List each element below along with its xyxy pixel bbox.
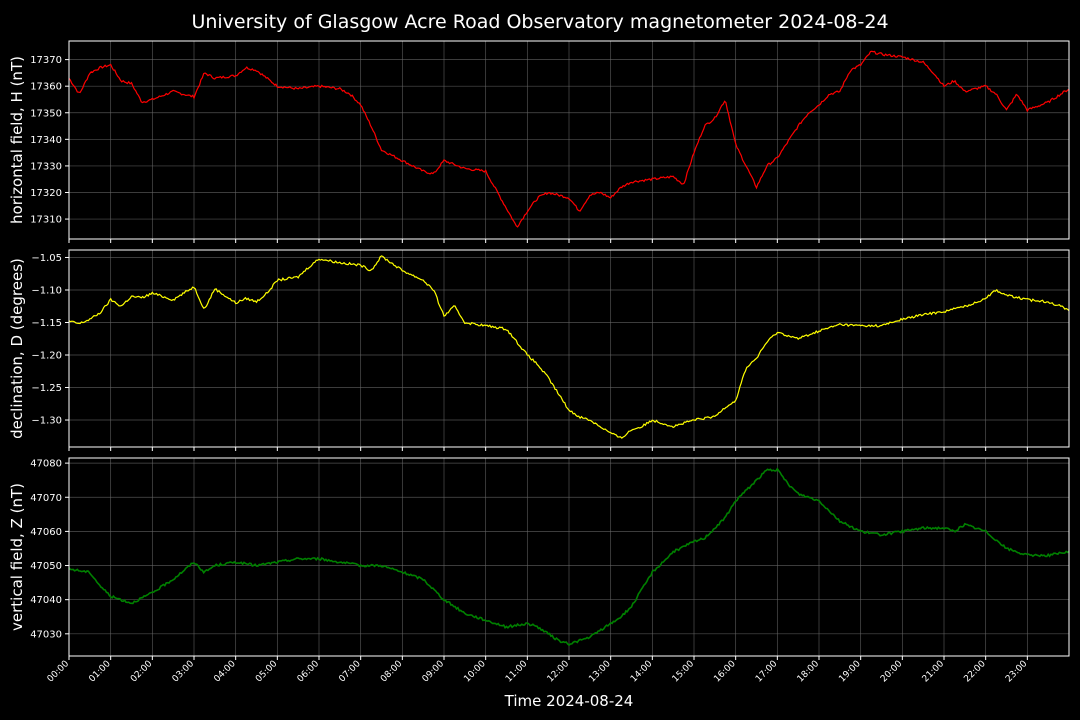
y-tick-label: −1.30 (31, 416, 62, 427)
y-tick-label: 17310 (30, 215, 62, 226)
x-axis-label: Time 2024-08-24 (504, 692, 634, 710)
x-tick-label: 02:00 (129, 659, 155, 685)
horizontal-grid (68, 41, 1069, 239)
vertical-y-axis-label: vertical field, Z (nT) (8, 483, 26, 631)
y-tick-label: 17340 (30, 135, 62, 146)
y-tick-label: −1.15 (31, 318, 62, 329)
y-tick-label: −1.05 (31, 253, 62, 264)
x-axis: 00:00 01:00 02:00 03:00 04:00 05:00 06:00 07:00… (46, 659, 1030, 685)
y-tick-label: −1.20 (31, 351, 62, 362)
x-tick-label: 00:00 (46, 659, 72, 685)
x-tick-label: 12:00 (546, 659, 572, 685)
vertical-series-line (68, 467, 1070, 647)
declination-series-line (68, 255, 1070, 439)
chart-title: University of Glasgow Acre Road Observat… (191, 11, 888, 33)
horizontal-y-axis-label: horizontal field, H (nT) (8, 56, 26, 224)
x-tick-label: 13:00 (587, 659, 613, 685)
x-tick-label: 10:00 (462, 659, 488, 685)
x-tick-label: 19:00 (837, 659, 863, 685)
horizontal-panel: 17310 17320 17330 17340 17350 17360 17370 horiz… (8, 40, 1070, 243)
x-tick-label: 11:00 (504, 659, 530, 685)
vertical-grid (68, 458, 1069, 656)
y-tick-label: −1.10 (31, 285, 62, 296)
horizontal-series-line (68, 50, 1070, 228)
x-tick-label: 08:00 (379, 659, 405, 685)
declination-grid (68, 250, 1069, 447)
y-tick-label: 17370 (30, 55, 62, 66)
vertical-panel: 47030 47040 47050 47060 47070 47080 vertical f… (8, 457, 1070, 660)
x-tick-label: 06:00 (296, 659, 322, 685)
y-tick-label: −1.25 (31, 383, 62, 394)
chart-panels: 17310 17320 17330 17340 17350 17360 17370 horiz… (8, 40, 1070, 660)
x-tick-label: 20:00 (879, 659, 905, 685)
x-tick-label: 22:00 (962, 659, 988, 685)
y-tick-label: 47070 (30, 493, 62, 504)
y-tick-label: 17320 (30, 188, 62, 199)
y-tick-label: 17330 (30, 161, 62, 172)
x-tick-label: 23:00 (1004, 659, 1030, 685)
x-tick-label: 15:00 (671, 659, 697, 685)
declination-panel: −1.30 −1.25 −1.20 −1.15 −1.10 −1.05 declinatio… (8, 249, 1070, 451)
x-tick-label: 05:00 (254, 659, 280, 685)
y-tick-label: 47050 (30, 561, 62, 572)
x-tick-label: 09:00 (421, 659, 447, 685)
y-tick-label: 17360 (30, 82, 62, 93)
x-tick-label: 07:00 (337, 659, 363, 685)
y-tick-label: 17350 (30, 108, 62, 119)
y-tick-label: 47040 (30, 595, 62, 606)
x-tick-label: 04:00 (212, 659, 238, 685)
y-tick-label: 47080 (30, 459, 62, 470)
x-tick-label: 18:00 (796, 659, 822, 685)
declination-y-axis-label: declination, D (degrees) (8, 258, 26, 439)
y-tick-label: 47060 (30, 527, 62, 538)
x-tick-label: 17:00 (754, 659, 780, 685)
x-tick-label: 16:00 (712, 659, 738, 685)
x-tick-label: 03:00 (171, 659, 197, 685)
x-tick-label: 21:00 (921, 659, 947, 685)
x-tick-label: 14:00 (629, 659, 655, 685)
y-tick-label: 47030 (30, 629, 62, 640)
x-tick-label: 01:00 (87, 659, 113, 685)
